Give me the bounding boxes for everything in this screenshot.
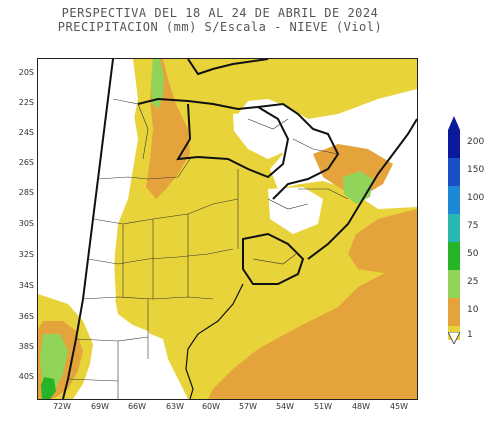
x-label-45w: 45W [389,402,409,411]
legend-label-10: 10 [467,305,479,315]
precip-area-northeast [313,144,393,199]
precip-area-green-north [151,59,164,109]
y-label-36s: 36S [18,312,34,321]
precipitation-legend [448,116,460,340]
map-canvas [38,59,417,399]
x-label-54w: 54W [275,402,295,411]
y-label-20s: 20S [18,68,34,77]
legend-band-10 [448,298,460,326]
y-label-32s: 32S [18,250,34,259]
x-label-69w: 69W [90,402,110,411]
legend-label-50: 50 [467,249,479,259]
border-uruguay [242,232,305,285]
border-paraguay [176,103,290,179]
y-label-24s: 24S [18,128,34,137]
province-borders [67,98,349,399]
y-label-40s: 40S [18,372,34,381]
coastline-brazil [307,118,417,260]
x-label-66w: 66W [127,402,147,411]
legend-band-100 [448,186,460,214]
legend-label-100: 100 [467,193,485,203]
x-label-60w: 60W [201,402,221,411]
dry-area-southwest [38,59,138,309]
dry-area-rio-grande [268,187,323,234]
legend-band-25 [448,270,460,298]
x-label-57w: 57W [238,402,258,411]
y-label-26s: 26S [18,158,34,167]
legend-arrow-top [448,116,460,130]
x-label-63w: 63W [165,402,185,411]
legend-band-150 [448,158,460,186]
y-label-34s: 34S [18,281,34,290]
legend-band-200 [448,130,460,158]
map-title-line2: PRECIPITACION (mm) S/Escala - NIEVE (Vio… [57,20,383,34]
legend-band-50 [448,242,460,270]
legend-label-150: 150 [467,165,485,175]
legend-label-75: 75 [467,221,479,231]
dry-area-south-central [78,314,188,399]
precip-area-darkgreen-south [41,377,56,399]
legend-label-25: 25 [467,277,479,287]
legend-label-200: 200 [467,137,485,147]
y-label-22s: 22S [18,98,34,107]
legend-label-1: 1 [467,330,473,340]
legend-band-75 [448,214,460,242]
x-label-48w: 48W [351,402,371,411]
precipitation-map [37,58,418,400]
y-label-30s: 30S [18,219,34,228]
y-label-28s: 28S [18,188,34,197]
x-label-72w: 72W [52,402,72,411]
map-title-line1: PERSPECTIVA DEL 18 AL 24 DE ABRIL DE 202… [61,6,379,20]
border-brazil-east [257,102,340,200]
border-bolivia [137,59,269,111]
precip-area-southeast [208,259,417,399]
coastline-argentina [185,283,244,399]
y-label-38s: 38S [18,342,34,351]
legend-arrow-bottom [448,332,460,344]
precip-area-east-coast [348,209,417,273]
border-argentina-chile [62,59,114,399]
dry-area-paraguay [233,111,293,159]
x-label-51w: 51W [313,402,333,411]
